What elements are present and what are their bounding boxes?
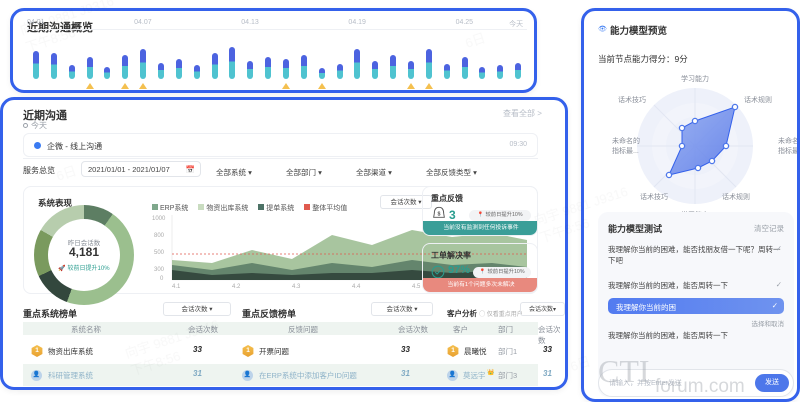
svg-text:300: 300 — [154, 267, 165, 273]
svg-text:4.5: 4.5 — [412, 284, 421, 290]
svg-text:指标最...: 指标最... — [612, 146, 639, 155]
svg-text:指标最...: 指标最... — [778, 146, 800, 155]
svg-text:0: 0 — [160, 276, 164, 282]
svg-text:4.1: 4.1 — [172, 284, 181, 290]
svg-text:未命名的: 未命名的 — [612, 136, 640, 145]
svg-text:未命名的: 未命名的 — [778, 136, 800, 145]
svg-text:话术技巧: 话术技巧 — [618, 95, 646, 104]
svg-text:500: 500 — [154, 250, 165, 256]
svg-text:学习能力: 学习能力 — [681, 74, 709, 83]
svg-text:$: $ — [438, 211, 441, 217]
svg-text:话术技巧: 话术技巧 — [640, 192, 668, 201]
svg-text:1000: 1000 — [152, 216, 166, 222]
svg-text:4.3: 4.3 — [292, 284, 301, 290]
svg-text:4.2: 4.2 — [232, 284, 241, 290]
svg-text:4.4: 4.4 — [352, 284, 361, 290]
svg-text:话术规则: 话术规则 — [722, 192, 750, 201]
svg-text:话术规则: 话术规则 — [744, 95, 772, 104]
svg-text:800: 800 — [154, 233, 165, 239]
